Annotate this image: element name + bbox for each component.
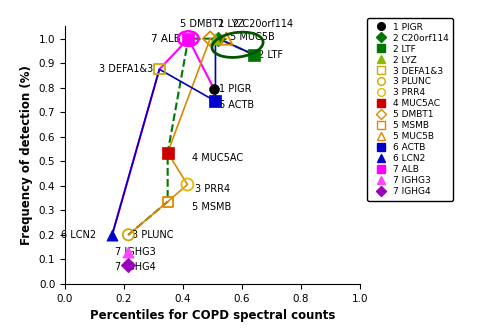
Point: [210, 86, 218, 91]
Text: 6 LCN2: 6 LCN2: [61, 230, 96, 240]
Text: 7 ALB: 7 ALB: [151, 34, 181, 44]
Text: 2 C20orf114: 2 C20orf114: [232, 19, 292, 29]
Point: [124, 263, 132, 268]
Point: [184, 36, 192, 41]
Text: 7 IGHG4: 7 IGHG4: [115, 262, 156, 272]
Point: [250, 52, 258, 57]
Text: 6 ACTB: 6 ACTB: [219, 100, 254, 110]
Point: [214, 36, 222, 41]
Text: 2 LYZ: 2 LYZ: [218, 19, 244, 29]
Text: 7 IGHG3: 7 IGHG3: [115, 247, 156, 257]
Y-axis label: Frequency of detection (%): Frequency of detection (%): [20, 65, 33, 245]
Text: 5 DMBT1: 5 DMBT1: [180, 19, 224, 29]
Point: [124, 232, 132, 237]
Text: 3 PLUNC: 3 PLUNC: [132, 230, 174, 240]
Point: [164, 199, 172, 204]
Legend: 1 PIGR, 2 C20orf114, 2 LTF, 2 LYZ, 3 DEFA1&3, 3 PLUNC, 3 PRR4, 4 MUC5AC, 5 DMBT1: 1 PIGR, 2 C20orf114, 2 LTF, 2 LYZ, 3 DEF…: [368, 18, 453, 201]
Point: [156, 67, 164, 72]
Text: 5 MUC5B: 5 MUC5B: [230, 32, 274, 43]
X-axis label: Percentiles for COPD spectral counts: Percentiles for COPD spectral counts: [90, 309, 335, 322]
Point: [184, 182, 192, 187]
Text: 3 PRR4: 3 PRR4: [195, 184, 230, 194]
Point: [222, 36, 230, 41]
Point: [212, 99, 220, 104]
Point: [108, 232, 116, 237]
Point: [164, 150, 172, 155]
Point: [210, 36, 218, 41]
Text: 3 DEFA1&3: 3 DEFA1&3: [98, 64, 153, 74]
Point: [206, 36, 214, 41]
Point: [124, 249, 132, 254]
Text: 2 LTF: 2 LTF: [258, 50, 283, 60]
Text: 1 PIGR: 1 PIGR: [219, 84, 252, 94]
Text: 5 MSMB: 5 MSMB: [192, 202, 231, 212]
Text: 4 MUC5AC: 4 MUC5AC: [192, 152, 243, 163]
